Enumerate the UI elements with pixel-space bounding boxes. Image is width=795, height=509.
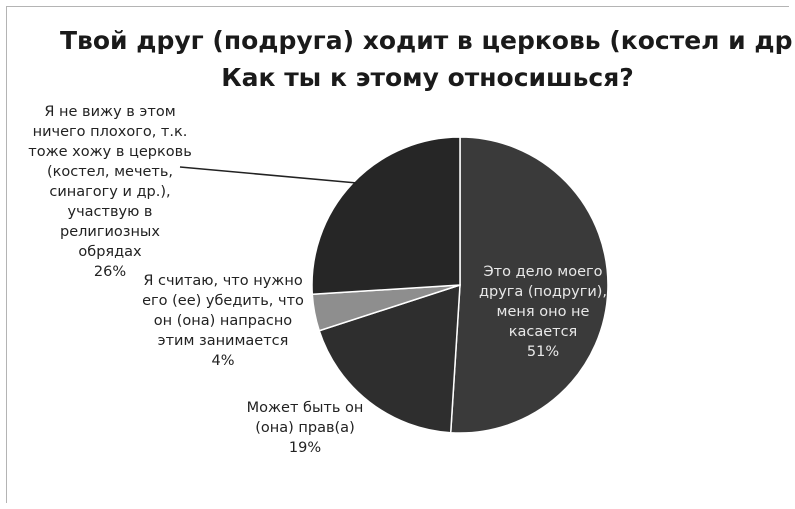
slice-label-line: участвую в bbox=[67, 204, 153, 220]
slice-label-convince: Я считаю, что нужно его (ее) убедить, чт… bbox=[133, 271, 313, 371]
slice-also-attend bbox=[311, 136, 461, 296]
chart-title-line-2: Как ты к этому относишься? bbox=[221, 63, 634, 92]
slice-percent: 19% bbox=[288, 440, 322, 456]
slice-percent: 26% bbox=[93, 264, 127, 280]
slice-label-line: Это дело моего bbox=[483, 264, 603, 280]
slice-percent: 4% bbox=[211, 353, 235, 369]
slice-label-line: его (ее) убедить, что bbox=[142, 293, 304, 309]
slice-label-line: Может быть он bbox=[246, 400, 364, 416]
slice-label-line: тоже хожу в церковь bbox=[28, 144, 192, 160]
slice-label-line: касается bbox=[508, 324, 578, 340]
slice-label-line: (она) прав(а) bbox=[255, 420, 355, 436]
slice-label-own-business: Это дело моего друга (подруги), меня оно… bbox=[478, 262, 608, 362]
leader-line-26pct bbox=[179, 166, 358, 184]
slice-label-line: обрядах bbox=[78, 244, 142, 260]
slice-label-maybe-right: Может быть он (она) прав(а) 19% bbox=[225, 398, 385, 458]
slice-label-line: меня оно не bbox=[496, 304, 590, 320]
slice-label-line: синагогу и др.), bbox=[49, 184, 171, 200]
slice-label-line: ничего плохого, т.к. bbox=[32, 124, 188, 140]
slice-label-line: он (она) напрасно bbox=[153, 313, 293, 329]
slice-label-also-attend: Я не вижу в этом ничего плохого, т.к. то… bbox=[5, 102, 215, 282]
slice-label-line: друга (подруги), bbox=[478, 284, 608, 300]
slice-own-business bbox=[449, 136, 609, 434]
slice-label-line: (костел, мечеть, bbox=[46, 164, 174, 180]
slice-label-line: религиозных bbox=[60, 224, 160, 240]
slice-label-line: этим занимается bbox=[157, 333, 289, 349]
slice-label-line: Я не вижу в этом bbox=[44, 104, 176, 120]
chart-title-line-1: Твой друг (подруга) ходит в церковь (кос… bbox=[60, 26, 795, 55]
slice-percent: 51% bbox=[526, 344, 560, 360]
slice-maybe-right bbox=[318, 283, 461, 434]
slice-label-line: Я считаю, что нужно bbox=[143, 273, 303, 289]
chart-frame bbox=[6, 6, 789, 503]
